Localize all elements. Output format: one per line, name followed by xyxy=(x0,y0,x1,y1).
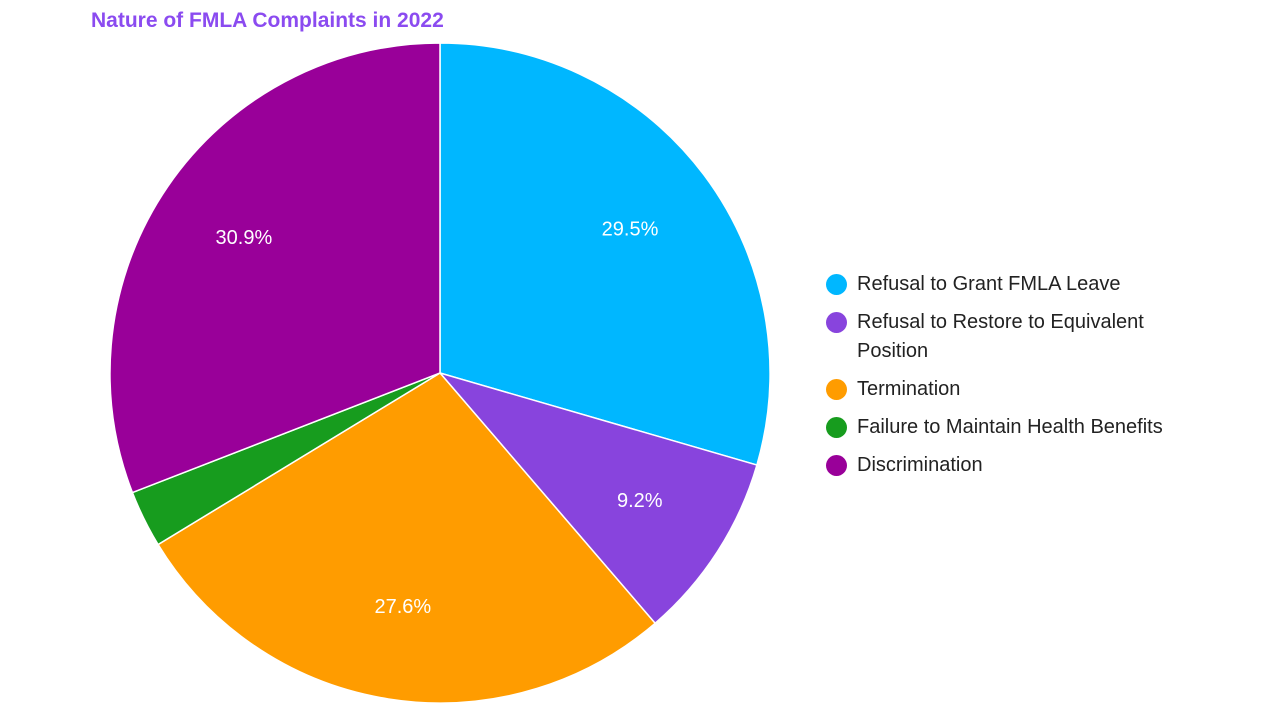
legend-label: Termination xyxy=(857,378,961,400)
legend-label: Failure to Maintain Health Benefits xyxy=(857,416,1163,438)
legend-item: Refusal to Grant FMLA Leave xyxy=(826,270,1266,299)
slice-label-5: 30.9% xyxy=(216,227,273,249)
pie-slice-5 xyxy=(109,42,441,494)
pie-slice-2 xyxy=(437,371,758,625)
slice-label-1: 29.5% xyxy=(602,219,659,241)
legend-item: Refusal to Restore to Equivalent Positio… xyxy=(826,308,1266,366)
slice-label-2: 9.2% xyxy=(617,490,663,512)
legend-swatch xyxy=(826,417,847,438)
legend-label: Refusal to Grant FMLA Leave xyxy=(857,273,1121,295)
legend-swatch xyxy=(826,274,847,295)
pie-slice-1 xyxy=(439,42,771,466)
legend-item: Discrimination xyxy=(826,451,1266,480)
legend-swatch xyxy=(826,455,847,476)
chart-title: Nature of FMLA Complaints in 2022 xyxy=(91,9,444,32)
legend-swatch xyxy=(826,312,847,333)
legend-swatch xyxy=(826,379,847,400)
chart-legend: Refusal to Grant FMLA Leave Refusal to Re… xyxy=(826,270,1266,489)
legend-item: Termination xyxy=(826,375,1266,404)
legend-item: Failure to Maintain Health Benefits xyxy=(826,413,1266,442)
slice-label-3: 27.6% xyxy=(374,596,431,618)
legend-label: Refusal to Restore to Equivalent Positio… xyxy=(857,311,1144,362)
pie-slice-3 xyxy=(157,372,657,704)
legend-label: Discrimination xyxy=(857,454,983,476)
